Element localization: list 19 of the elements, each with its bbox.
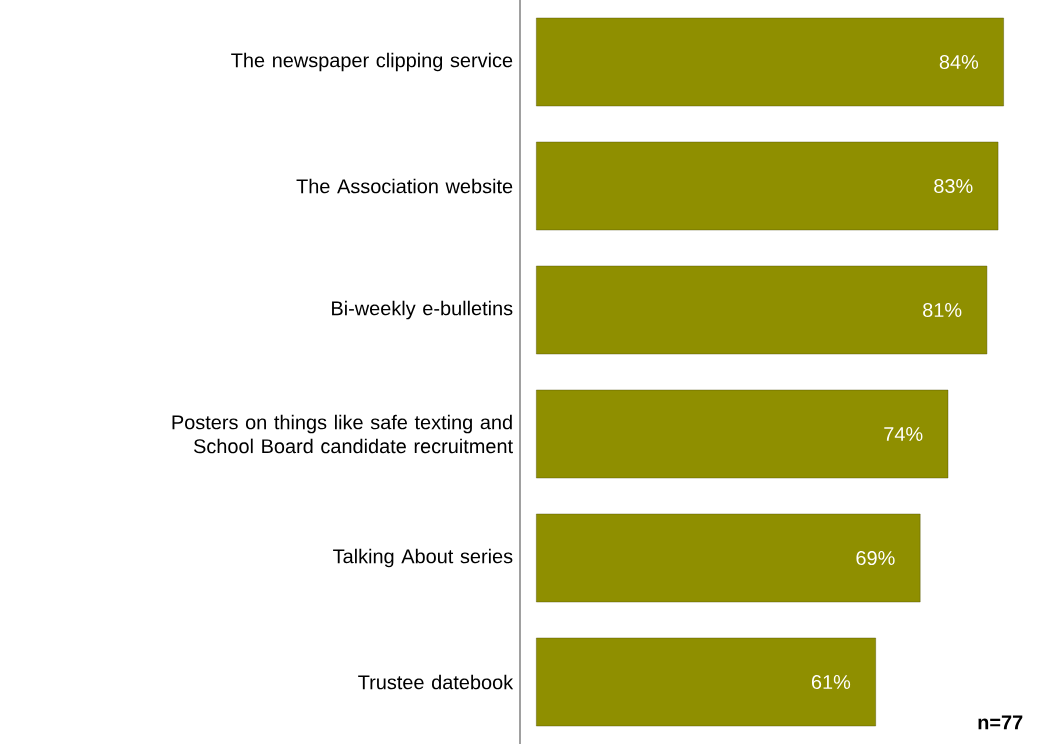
data-label: 61% [811, 674, 851, 690]
bar [536, 513, 921, 603]
bar [536, 17, 1004, 107]
bar [536, 141, 999, 231]
annotation: n=77 [978, 715, 1023, 730]
data-label: 81% [923, 302, 962, 318]
data-label: 69% [856, 550, 895, 566]
y-tick-label: The Association website [296, 178, 513, 194]
data-label: 74% [884, 427, 923, 441]
y-tick-label: Talking About series [333, 548, 513, 568]
bar [536, 637, 876, 727]
data-label: 84% [939, 54, 979, 70]
y-tick-label: Posters on things like safe texting and School Board candidate recruitment [172, 414, 513, 454]
bar [536, 265, 988, 355]
data-label: 83% [934, 178, 973, 194]
y-tick-label: Trustee datebook [358, 674, 514, 690]
y-tick-label: Bi-weekly e-bulletins [332, 300, 513, 320]
bar [536, 389, 949, 479]
y-tick-label: The newspaper clipping service [231, 52, 513, 72]
